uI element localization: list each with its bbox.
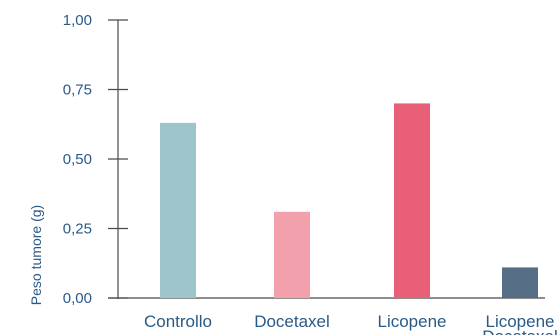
y-tick-label: 0,75 bbox=[63, 82, 92, 99]
y-ticks: 0,00 0,25 0,50 0,75 1,00 bbox=[63, 12, 128, 307]
bar-licopene bbox=[394, 103, 430, 299]
x-tick-label: Controllo bbox=[144, 312, 212, 331]
y-tick-label: 0,50 bbox=[63, 151, 92, 168]
x-tick-label: Docetaxel bbox=[254, 312, 330, 331]
x-tick-labels: ControlloDocetaxelLicopeneLicopeneDoceta… bbox=[144, 312, 558, 335]
x-tick-label: Docetaxel bbox=[482, 327, 558, 335]
y-tick-label: 1,00 bbox=[63, 12, 92, 29]
bar-docetaxel bbox=[274, 211, 310, 298]
y-tick-label: 0,25 bbox=[63, 221, 92, 238]
y-axis-title: Peso tumore (g) bbox=[28, 205, 44, 305]
bar-licopene-docetaxel bbox=[502, 267, 538, 298]
y-tick-label: 0,00 bbox=[63, 290, 92, 307]
bar-controllo bbox=[160, 122, 196, 298]
x-tick-label: Licopene bbox=[485, 312, 554, 331]
x-tick-label: Licopene bbox=[377, 312, 446, 331]
bars bbox=[160, 103, 538, 299]
